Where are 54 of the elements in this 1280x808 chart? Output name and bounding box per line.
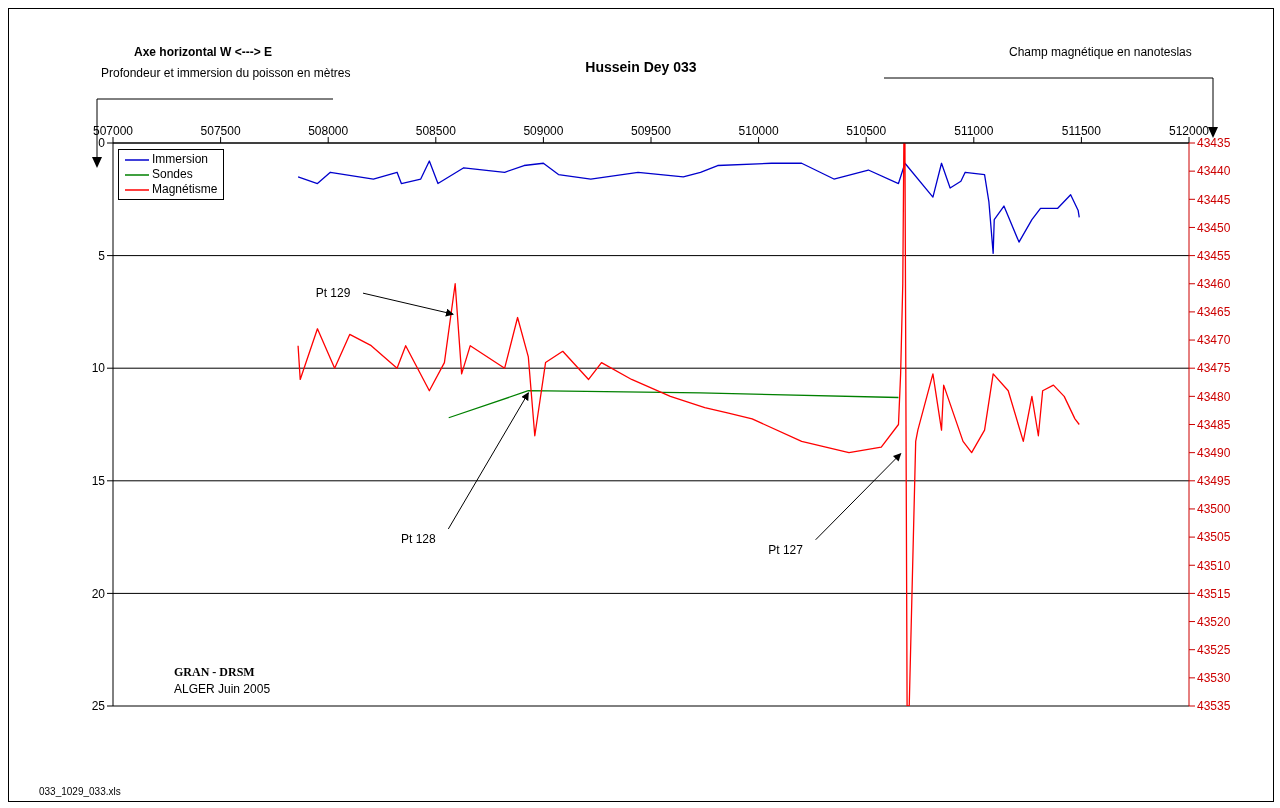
y2-tick-label: 43450 — [1197, 220, 1231, 235]
text: Champ magnétique en nanoteslas — [1009, 45, 1192, 59]
y2-tick-label: 43470 — [1197, 333, 1231, 348]
y-tick-label: 0 — [98, 136, 106, 151]
y2-tick-label: 43455 — [1197, 248, 1231, 263]
x-tick-label: 508000 — [308, 124, 349, 138]
y2-tick-label: 43435 — [1197, 136, 1231, 151]
y2-tick-label: 43525 — [1197, 642, 1231, 657]
x-tick-label: 510000 — [738, 124, 779, 138]
y2-tick-label: 43535 — [1197, 699, 1231, 714]
line-series — [297, 160, 1080, 254]
x-tick-label: 511500 — [1061, 124, 1102, 138]
x-tick-label: 508500 — [415, 124, 457, 138]
legend-label: Immersion — [152, 152, 209, 167]
y2-tick-label: 43495 — [1197, 474, 1231, 489]
y2-tick-label: 43500 — [1197, 502, 1231, 517]
y2-tick-label: 43485 — [1197, 417, 1231, 432]
y-tick-label: 5 — [98, 248, 106, 263]
line-series — [297, 143, 1080, 706]
x-tick-label: 512000 — [1168, 124, 1210, 138]
chart-title: Hussein Dey 033 — [585, 59, 697, 75]
y2-tick-label: 43480 — [1197, 389, 1231, 404]
legend-label: Magnétisme — [152, 182, 218, 197]
y2-tick-label: 43490 — [1197, 445, 1231, 460]
x-tick-label: 509500 — [630, 124, 672, 138]
x-tick-label: 511000 — [954, 124, 994, 138]
line-series — [448, 390, 900, 419]
text: Axe horizontal W <---> E — [134, 45, 273, 59]
x-tick-label: 507000 — [92, 124, 134, 138]
y-tick-label: 15 — [91, 474, 106, 489]
legend-label: Sondes — [152, 167, 193, 182]
y2-tick-label: 43440 — [1197, 164, 1231, 179]
y2-tick-label: 43530 — [1197, 671, 1231, 686]
y-axis-title: Profondeur et immersion du poisson en mètres — [101, 66, 351, 80]
x-tick-label: 507500 — [200, 124, 241, 138]
y-tick-label: 10 — [91, 361, 106, 376]
y2-tick-label: 43460 — [1197, 277, 1231, 292]
annotation: Pt 128 — [400, 531, 436, 546]
x-tick-label: 509000 — [523, 124, 564, 138]
y2-tick-label: 43445 — [1197, 192, 1231, 207]
y2-tick-label: 43505 — [1197, 530, 1231, 545]
y-tick-label: 25 — [91, 699, 106, 714]
x-tick-label: 510500 — [846, 124, 887, 138]
annotation: ALGER Juin 2005 — [174, 682, 271, 696]
annotation: GRAN - DRSM — [174, 665, 255, 680]
y2-tick-label: 43475 — [1197, 361, 1231, 376]
text: 033_1029_033.xls — [39, 786, 121, 797]
y-tick-label: 20 — [91, 586, 106, 601]
annotation: Pt 127 — [768, 542, 804, 557]
y2-tick-label: 43510 — [1197, 558, 1231, 573]
y2-tick-label: 43520 — [1197, 614, 1231, 629]
y2-tick-label: 43515 — [1197, 586, 1231, 601]
y2-tick-label: 43465 — [1197, 305, 1231, 320]
annotation: Pt 129 — [315, 286, 351, 301]
